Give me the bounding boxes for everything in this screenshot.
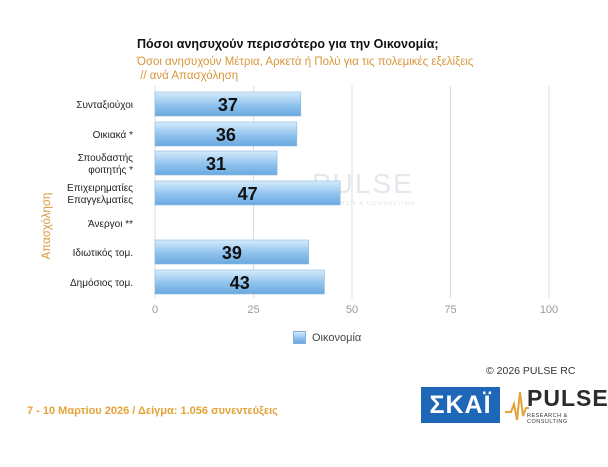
x-tick-label: 25	[247, 304, 259, 316]
subtitle-line-1: Όσοι ανησυχούν Μέτρια, Αρκετά ή Πολύ για…	[137, 56, 474, 68]
x-tick-label: 75	[444, 304, 456, 316]
pulse-logo-text: PULSE	[527, 385, 608, 411]
category-label: Συνταξιούχοι	[76, 99, 133, 111]
chart-subtitle: Όσοι ανησυχούν Μέτρια, Αρκετά ή Πολύ για…	[137, 55, 473, 83]
watermark-subtext: RESEARCH & CONSULTING	[315, 201, 416, 207]
bar	[154, 121, 298, 147]
skai-logo-text: ΣΚΑΪ	[429, 390, 492, 419]
x-tick-label: 50	[346, 304, 358, 316]
pulse-logo: PULSE RESEARCH & CONSULTING	[505, 384, 608, 428]
subtitle-line-2: // ανά Απασχόληση	[137, 70, 239, 82]
bar-value-label: 31	[206, 154, 226, 174]
survey-footer: 7 - 10 Μαρτίου 2026 / Δείγμα: 1.056 συνε…	[27, 405, 278, 417]
pulse-wave-icon	[505, 391, 529, 421]
bar-value-label: 47	[238, 184, 258, 204]
copyright-text: © 2026 PULSE RC	[486, 365, 576, 377]
pulse-logo-subtext: RESEARCH & CONSULTING	[527, 413, 568, 425]
category-label: Δημόσιος τομ.	[70, 277, 133, 289]
bar	[154, 239, 309, 265]
chart-legend: Οικονομία	[293, 331, 361, 344]
bar	[154, 91, 302, 117]
bar-value-label: 37	[218, 95, 238, 115]
chart-title: Πόσοι ανησυχούν περισσότερο για την Οικο…	[137, 37, 439, 51]
x-tick-label: 0	[152, 304, 158, 316]
x-tick-label: 100	[540, 304, 558, 316]
bar-value-label: 39	[222, 243, 242, 263]
category-label: Οικιακά *	[93, 129, 133, 141]
bar-value-label: 36	[216, 125, 236, 145]
bar-value-label: 43	[230, 273, 250, 293]
category-label: Άνεργοι **	[88, 219, 133, 230]
category-label: Επιχειρηματίες Επαγγελματίες	[67, 182, 133, 206]
bar	[154, 180, 341, 206]
category-label: Σπουδαστής φοιτητής *	[78, 152, 134, 176]
legend-label: Οικονομία	[312, 331, 362, 344]
category-label: Ιδιωτικός τομ.	[73, 247, 133, 259]
legend-swatch	[293, 331, 306, 344]
skai-logo: ΣΚΑΪ	[421, 387, 500, 423]
bar	[154, 269, 325, 295]
bar	[154, 150, 278, 176]
